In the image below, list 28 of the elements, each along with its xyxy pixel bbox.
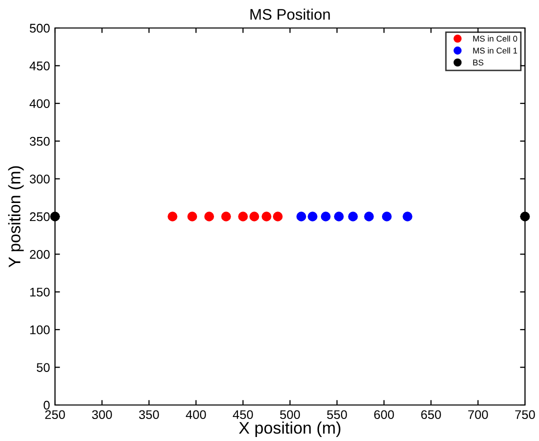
y-tick-label: 500 xyxy=(30,24,50,33)
legend-label: MS in Cell 1 xyxy=(473,47,518,54)
y-tick-label: 0 xyxy=(44,400,50,410)
y-tick-label: 300 xyxy=(30,174,50,184)
x-tick-label: 600 xyxy=(374,410,394,420)
x-tick-label: 350 xyxy=(139,410,159,420)
y-tick-label: 100 xyxy=(30,325,50,334)
y-tick-label: 200 xyxy=(30,250,50,259)
chart-title: MS Position xyxy=(250,8,330,20)
x-tick-label: 250 xyxy=(45,410,65,420)
y-axis-title: Y position (m) xyxy=(8,166,24,268)
x-axis-title: X position (m) xyxy=(238,422,340,438)
y-tick-label: 400 xyxy=(30,99,50,108)
x-tick-label: 400 xyxy=(186,410,206,420)
x-tick-label: 550 xyxy=(327,410,347,420)
y-tick-label: 450 xyxy=(30,62,50,70)
y-tick-label: 150 xyxy=(30,288,50,297)
legend-label: BS xyxy=(473,60,484,66)
x-tick-label: 700 xyxy=(468,410,488,420)
x-tick-label: 500 xyxy=(280,410,300,420)
legend-label: MS in Cell 0 xyxy=(473,36,518,42)
x-tick-label: 300 xyxy=(92,410,112,420)
x-tick-label: 650 xyxy=(421,410,441,420)
y-tick-label: 350 xyxy=(30,136,50,146)
y-tick-label: 250 xyxy=(30,212,50,222)
y-tick-label: 50 xyxy=(36,363,50,372)
x-tick-label: 750 xyxy=(515,410,535,420)
x-tick-label: 450 xyxy=(232,410,253,420)
